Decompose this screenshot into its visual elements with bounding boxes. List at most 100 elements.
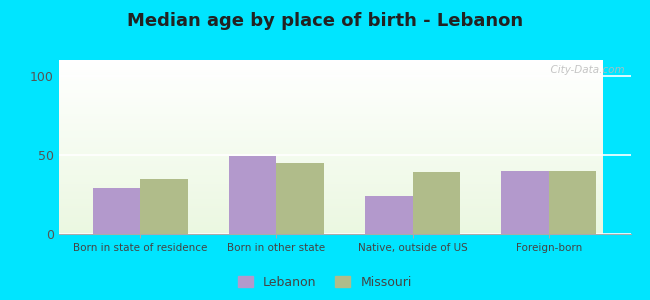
Bar [58, 67, 603, 69]
Bar [58, 142, 603, 143]
Bar [58, 100, 603, 102]
Bar [58, 102, 603, 103]
Bar [58, 203, 603, 204]
Bar [58, 197, 603, 199]
Bar [58, 208, 603, 210]
Bar [58, 177, 603, 178]
Bar [58, 217, 603, 218]
Bar [58, 156, 603, 158]
Bar [229, 157, 276, 234]
Bar [58, 93, 603, 95]
Bar [58, 119, 603, 121]
Bar [58, 190, 603, 192]
Bar [58, 152, 603, 154]
Bar [58, 60, 603, 62]
Bar [58, 117, 603, 119]
Bar [58, 175, 603, 177]
Bar [58, 91, 603, 93]
Bar [58, 169, 603, 171]
Bar [58, 154, 603, 156]
Bar [58, 210, 603, 212]
Bar [58, 187, 603, 189]
Text: City-Data.com: City-Data.com [544, 65, 625, 75]
Bar [58, 182, 603, 184]
Bar [58, 65, 603, 67]
Bar [58, 145, 603, 147]
Bar [58, 196, 603, 197]
Text: Median age by place of birth - Lebanon: Median age by place of birth - Lebanon [127, 12, 523, 30]
Bar [58, 229, 603, 230]
Bar [58, 227, 603, 229]
Bar [58, 171, 603, 173]
Bar [58, 79, 603, 81]
Bar [58, 64, 603, 65]
Bar [58, 77, 603, 79]
Bar [58, 159, 603, 161]
Bar [413, 172, 460, 234]
Bar [58, 90, 603, 91]
Bar [58, 135, 603, 137]
Bar [140, 178, 188, 234]
Bar [58, 185, 603, 187]
Bar [58, 230, 603, 232]
Bar [58, 121, 603, 123]
Bar [58, 136, 603, 138]
Bar [58, 131, 603, 133]
Bar [501, 171, 549, 234]
Bar [58, 138, 603, 140]
Bar [58, 212, 603, 213]
Bar [58, 123, 603, 124]
Bar [58, 126, 603, 128]
Bar [365, 196, 413, 234]
Bar [58, 161, 603, 163]
Legend: Lebanon, Missouri: Lebanon, Missouri [233, 271, 417, 294]
Bar [58, 201, 603, 203]
Bar [58, 166, 603, 168]
Bar [58, 213, 603, 215]
Bar [58, 140, 603, 142]
Bar [549, 171, 597, 234]
Bar [58, 97, 603, 98]
Bar [58, 69, 603, 70]
Bar [58, 72, 603, 74]
Bar [58, 109, 603, 110]
Bar [58, 103, 603, 105]
Bar [58, 215, 603, 217]
Bar [58, 220, 603, 222]
Bar [92, 188, 140, 234]
Bar [58, 194, 603, 196]
Bar [58, 180, 603, 182]
Bar [58, 112, 603, 114]
Bar [58, 105, 603, 107]
Bar [58, 184, 603, 185]
Bar [58, 151, 603, 152]
Bar [58, 164, 603, 166]
Bar [58, 95, 603, 97]
Bar [58, 206, 603, 208]
Bar [58, 81, 603, 82]
Bar [58, 163, 603, 164]
Bar [276, 163, 324, 234]
Bar [58, 173, 603, 175]
Bar [58, 168, 603, 170]
Bar [58, 218, 603, 220]
Bar [58, 133, 603, 135]
Bar [58, 147, 603, 149]
Bar [58, 110, 603, 112]
Bar [58, 124, 603, 126]
Bar [58, 114, 603, 116]
Bar [58, 143, 603, 145]
Bar [58, 199, 603, 201]
Bar [58, 84, 603, 86]
Bar [58, 116, 603, 117]
Bar [58, 224, 603, 225]
Bar [58, 62, 603, 64]
Bar [58, 225, 603, 227]
Bar [58, 88, 603, 90]
Bar [58, 130, 603, 131]
Bar [58, 158, 603, 159]
Bar [58, 82, 603, 84]
Bar [58, 70, 603, 72]
Bar [58, 86, 603, 88]
Bar [58, 204, 603, 206]
